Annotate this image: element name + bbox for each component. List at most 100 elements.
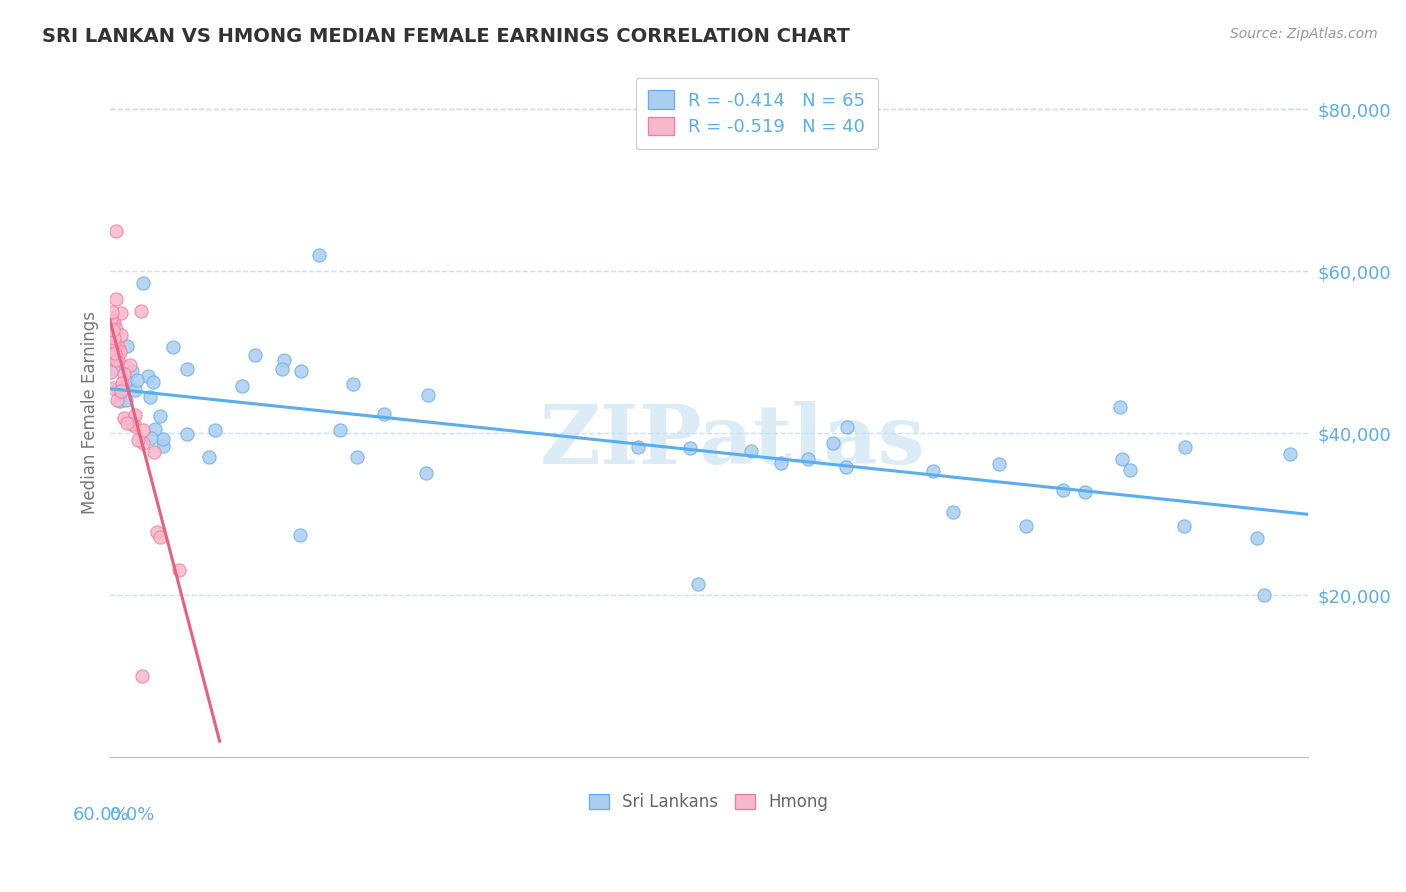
Point xyxy=(110,327,132,342)
Point xyxy=(1279,447,1302,461)
Point xyxy=(110,384,132,399)
Point xyxy=(132,436,155,450)
Point xyxy=(100,304,122,318)
Point xyxy=(105,392,128,407)
Point xyxy=(107,343,129,357)
Point xyxy=(987,457,1010,471)
Point xyxy=(688,577,710,591)
Point xyxy=(770,456,793,470)
Point xyxy=(110,393,132,408)
Point xyxy=(162,340,184,354)
Legend: Sri Lankans, Hmong: Sri Lankans, Hmong xyxy=(582,787,835,818)
Point xyxy=(176,427,198,442)
Point xyxy=(121,364,143,378)
Point xyxy=(143,421,166,435)
Point xyxy=(105,353,128,368)
Point xyxy=(198,450,221,465)
Point xyxy=(1015,519,1038,533)
Point xyxy=(104,346,127,360)
Point xyxy=(131,669,153,683)
Point xyxy=(346,450,368,465)
Point xyxy=(373,407,395,421)
Point xyxy=(103,362,125,376)
Point xyxy=(104,224,127,238)
Point xyxy=(115,417,138,431)
Point xyxy=(1246,531,1268,545)
Point xyxy=(124,384,146,398)
Point xyxy=(100,365,122,379)
Point xyxy=(117,360,139,375)
Point xyxy=(1109,400,1132,414)
Point xyxy=(110,344,132,359)
Point xyxy=(837,419,859,434)
Point xyxy=(329,423,352,437)
Point xyxy=(342,377,364,392)
Point xyxy=(104,292,127,306)
Point xyxy=(415,466,437,480)
Point xyxy=(942,505,965,519)
Point xyxy=(105,322,128,336)
Point xyxy=(290,364,312,378)
Point xyxy=(167,563,190,577)
Point xyxy=(627,440,650,454)
Point xyxy=(127,433,149,447)
Point xyxy=(231,378,253,392)
Point xyxy=(139,431,162,445)
Text: SRI LANKAN VS HMONG MEDIAN FEMALE EARNINGS CORRELATION CHART: SRI LANKAN VS HMONG MEDIAN FEMALE EARNIN… xyxy=(42,27,851,45)
Text: 60.0%: 60.0% xyxy=(73,805,129,823)
Point xyxy=(176,362,198,376)
Point xyxy=(114,410,136,425)
Text: Source: ZipAtlas.com: Source: ZipAtlas.com xyxy=(1230,27,1378,41)
Point xyxy=(132,277,155,291)
Point xyxy=(107,351,129,366)
Point xyxy=(1111,452,1133,467)
Point xyxy=(132,423,155,437)
Point xyxy=(117,375,139,389)
Point xyxy=(124,419,146,434)
Point xyxy=(101,349,124,363)
Point xyxy=(152,439,174,453)
Point xyxy=(308,248,330,262)
Point xyxy=(107,381,129,395)
Point xyxy=(288,528,311,542)
Point xyxy=(101,319,124,334)
Point xyxy=(273,353,295,368)
Point xyxy=(125,373,148,387)
Point xyxy=(115,392,138,407)
Point xyxy=(270,361,292,376)
Point xyxy=(416,388,439,402)
Point xyxy=(1173,518,1195,533)
Point xyxy=(149,530,172,544)
Point xyxy=(129,304,152,318)
Point xyxy=(922,464,945,478)
Y-axis label: Median Female Earnings: Median Female Earnings xyxy=(80,311,98,515)
Point xyxy=(107,383,129,397)
Point xyxy=(114,367,136,381)
Point xyxy=(111,376,134,390)
Text: 0.0%: 0.0% xyxy=(110,805,155,823)
Point xyxy=(101,340,124,354)
Point xyxy=(121,417,143,431)
Point xyxy=(149,409,172,423)
Point xyxy=(142,375,165,389)
Point xyxy=(740,443,762,458)
Point xyxy=(101,342,124,356)
Point xyxy=(245,348,267,362)
Point xyxy=(834,460,856,475)
Point xyxy=(115,339,138,353)
Point xyxy=(1173,440,1195,454)
Point xyxy=(103,316,125,330)
Point xyxy=(1052,483,1074,497)
Point xyxy=(110,306,132,320)
Point xyxy=(142,445,165,459)
Point xyxy=(1074,484,1097,499)
Point xyxy=(145,524,167,539)
Point xyxy=(124,408,146,422)
Point xyxy=(204,423,226,437)
Point xyxy=(1118,463,1140,477)
Point xyxy=(1253,588,1275,602)
Point xyxy=(120,359,142,373)
Point xyxy=(103,335,125,350)
Point xyxy=(101,381,124,395)
Point xyxy=(136,368,159,383)
